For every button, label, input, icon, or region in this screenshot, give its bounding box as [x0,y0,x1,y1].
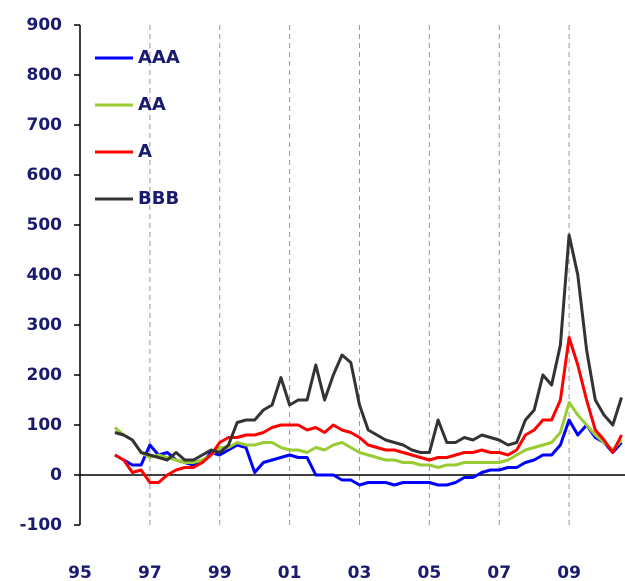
y-tick-label: 700 [27,115,63,135]
y-tick-label: 500 [27,215,63,235]
x-tick-label: 97 [138,563,162,581]
series-line [113,401,623,469]
y-tick-label: 0 [50,465,62,485]
y-tick-label: -100 [19,515,62,535]
legend-label: AA [138,94,166,115]
legend-label: AAA [138,47,180,68]
x-tick-label: 09 [557,563,581,581]
y-tick-label: 100 [27,415,63,435]
x-tick-label: 07 [487,563,511,581]
x-tick-label: 95 [68,563,92,581]
legend-label: BBB [138,188,179,209]
y-tick-label: 600 [27,165,63,185]
series-line [114,336,623,484]
x-tick-label: 05 [418,563,442,581]
y-tick-label: 400 [27,265,63,285]
y-tick-label: 900 [27,15,63,35]
y-tick-label: 800 [27,65,63,85]
y-tick-label: 300 [27,315,63,335]
series-line [114,233,623,462]
y-tick-label: 200 [27,365,63,385]
x-tick-label: 03 [348,563,372,581]
legend-label: A [138,141,152,162]
x-tick-label: 99 [208,563,232,581]
x-tick-label: 01 [278,563,302,581]
